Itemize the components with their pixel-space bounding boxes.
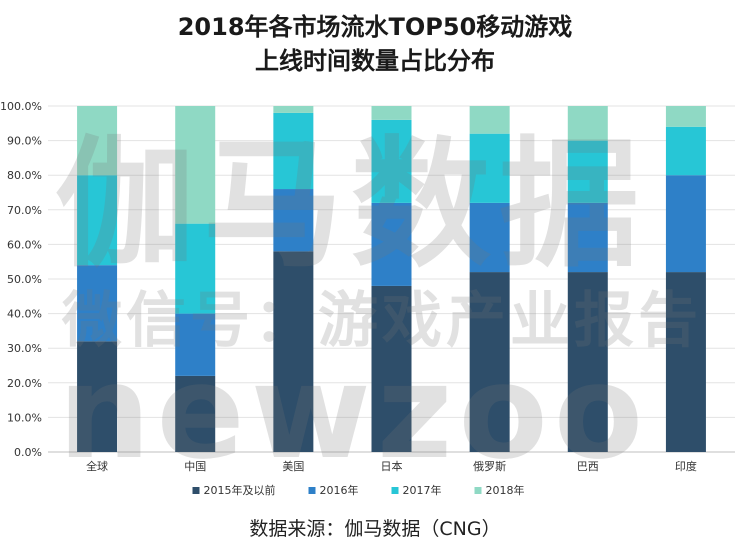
bar-segment <box>273 112 314 190</box>
bar-segment <box>175 223 216 314</box>
bar-segment <box>273 189 314 252</box>
legend-label: 2016年 <box>320 483 359 497</box>
stacked-bar-chart: 0.0% 10.0% 20.0% 30.0% 40.0% 50.0% 60.0% 70.0% 8… <box>0 100 735 497</box>
bar-segment <box>77 175 118 266</box>
bar-segment <box>77 265 118 342</box>
bar-segment <box>371 285 412 452</box>
bar-segment <box>175 375 216 452</box>
y-tick-label: 40.0% <box>7 308 42 321</box>
bar-segment <box>371 119 412 203</box>
bar-segment <box>371 106 412 120</box>
y-tick-label: 70.0% <box>7 204 42 217</box>
bar-segment <box>469 106 510 134</box>
bar-segment <box>567 140 608 203</box>
legend-swatch <box>474 487 482 494</box>
bar-segment <box>567 106 608 141</box>
chart-title: 2018年各市场流水TOP50移动游戏 上线时间数量占比分布 <box>0 10 750 78</box>
legend-swatch <box>192 487 200 494</box>
y-tick-label: 0.0% <box>14 446 42 459</box>
bar-segment <box>567 272 608 452</box>
y-tick-label: 30.0% <box>7 342 42 355</box>
source-note: 数据来源：伽马数据（CNG） <box>249 518 501 540</box>
legend-swatch <box>308 487 316 494</box>
bar-segment <box>665 126 706 176</box>
bar-segment <box>77 106 118 176</box>
bar-segment <box>371 202 412 286</box>
x-tick-label: 美国 <box>282 460 304 473</box>
bar-segment <box>273 106 314 113</box>
x-tick-label: 巴西 <box>577 460 599 473</box>
bar-segment <box>77 341 118 452</box>
x-tick-label: 俄罗斯 <box>473 460 506 473</box>
y-tick-label: 80.0% <box>7 169 42 182</box>
legend-label: 2015年及以前 <box>204 483 276 497</box>
x-tick-label: 日本 <box>381 459 403 473</box>
legend-swatch <box>391 487 399 494</box>
bar-segment <box>273 251 314 452</box>
bar-segment <box>665 272 706 452</box>
chart-title-line-1: 2018年各市场流水TOP50移动游戏 <box>177 13 573 41</box>
x-tick-label: 印度 <box>675 459 697 473</box>
y-tick-label: 100.0% <box>0 100 42 113</box>
y-tick-label: 90.0% <box>7 135 42 148</box>
bar-segment <box>665 106 706 127</box>
y-tick-label: 20.0% <box>7 377 42 390</box>
legend-label: 2018年 <box>486 483 525 497</box>
bar-segment <box>665 175 706 273</box>
bar-segment <box>469 202 510 273</box>
y-tick-label: 10.0% <box>7 411 42 424</box>
bar-segment <box>567 202 608 273</box>
y-tick-label: 60.0% <box>7 238 42 251</box>
bar-segment <box>175 313 216 376</box>
x-tick-label: 中国 <box>184 460 206 473</box>
chart-title-line-2: 上线时间数量占比分布 <box>255 47 495 75</box>
bar-segment <box>469 272 510 452</box>
y-tick-label: 50.0% <box>7 273 42 286</box>
x-tick-label: 全球 <box>86 459 108 473</box>
bar-segment <box>175 106 216 224</box>
bar-segment <box>469 133 510 203</box>
legend-label: 2017年 <box>403 483 442 497</box>
